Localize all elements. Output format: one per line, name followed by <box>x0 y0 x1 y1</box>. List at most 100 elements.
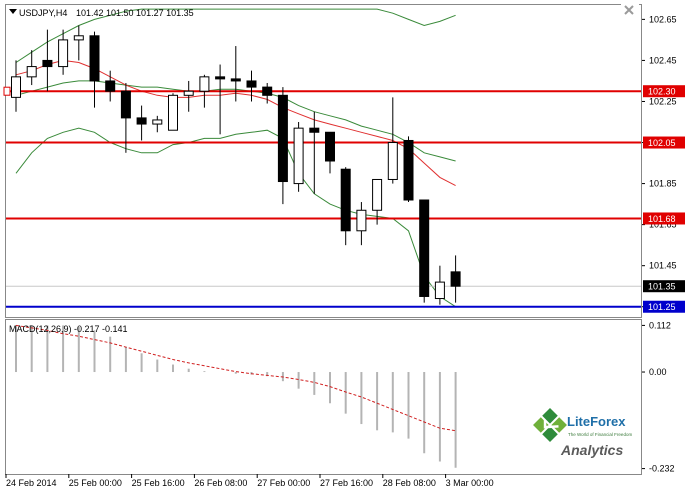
chart-close-icon[interactable] <box>621 4 639 16</box>
candle[interactable] <box>403 136 414 203</box>
price-tick-label: 102.45 <box>649 55 677 65</box>
candle[interactable] <box>434 265 445 305</box>
candle-body-bull <box>183 90 194 96</box>
level-price-tag: 102.30 <box>648 87 676 97</box>
time-tick-label: 28 Feb 08:00 <box>383 478 436 488</box>
candle[interactable] <box>293 122 304 192</box>
logo-brand: LiteForex <box>567 414 626 429</box>
macd-label: MACD(12,26,9) -0.217 -0.141 <box>9 324 128 334</box>
candle[interactable] <box>309 111 320 194</box>
candle[interactable] <box>450 255 461 303</box>
candle[interactable] <box>120 83 131 153</box>
candle[interactable] <box>340 167 351 246</box>
bollinger-lower-line <box>15 127 456 308</box>
candle-body-bear <box>230 78 241 82</box>
candle[interactable] <box>152 115 163 133</box>
candle-body-bear <box>136 117 147 125</box>
level-price-tag-bg <box>643 85 685 98</box>
current-price-tag-bg <box>643 280 685 293</box>
candle-body-bear <box>105 80 116 92</box>
bollinger-upper-line <box>15 8 456 63</box>
time-tick-label: 27 Feb 16:00 <box>320 478 373 488</box>
candle-body-bear <box>42 59 53 68</box>
candle[interactable] <box>356 202 367 246</box>
candle-body-bear <box>325 131 335 162</box>
level-price-tag-bg <box>643 300 685 313</box>
logo-tagline: The World of Financial Freedom <box>568 432 632 437</box>
macd-tick-label: 0.00 <box>649 367 667 377</box>
price-tick-label: 101.85 <box>649 179 677 189</box>
candle-body-bear <box>450 271 461 287</box>
candle-body-bull <box>293 127 304 185</box>
macd-tick-label: -0.232 <box>649 464 675 474</box>
candle[interactable] <box>277 87 288 205</box>
time-tick-label: 27 Feb 00:00 <box>257 478 310 488</box>
candle-body-bear <box>120 90 131 119</box>
candle[interactable] <box>26 50 37 86</box>
logo-product: Analytics <box>560 442 623 458</box>
level-price-tag-bg <box>643 212 685 225</box>
candle-body-bear <box>403 139 414 201</box>
current-price-tag: 101.35 <box>648 282 676 292</box>
candle[interactable] <box>105 70 116 102</box>
candle-body-bear <box>277 94 288 183</box>
price-tick-label: 102.25 <box>649 96 677 106</box>
candle-body-bull <box>387 142 398 180</box>
candle[interactable] <box>136 105 147 141</box>
time-tick-label: 26 Feb 08:00 <box>194 478 247 488</box>
time-tick-label: 24 Feb 2014 <box>6 478 57 488</box>
candle[interactable] <box>11 60 21 112</box>
candle[interactable] <box>325 131 335 174</box>
candle-body-bull <box>168 94 178 131</box>
candle-body-bear <box>215 76 226 80</box>
candle[interactable] <box>168 93 178 131</box>
level-price-tag: 101.68 <box>648 214 676 224</box>
collapse-triangle-icon[interactable] <box>9 9 17 14</box>
macd-tick-label: 0.112 <box>649 320 671 330</box>
time-tick-label: 3 Mar 00:00 <box>446 478 494 488</box>
main-chart-frame <box>5 4 642 318</box>
macd-signal-line <box>15 324 456 432</box>
candle-body-bear <box>340 168 351 232</box>
candle[interactable] <box>246 70 257 102</box>
candle-body-bear <box>89 35 100 82</box>
candle[interactable] <box>58 29 69 75</box>
candle[interactable] <box>89 31 100 108</box>
candle-body-bull <box>434 281 445 300</box>
candle-body-bull <box>11 76 21 98</box>
level-price-tag-bg <box>643 136 685 149</box>
candle[interactable] <box>387 97 398 184</box>
ohlc-label: 101.42 101.50 101.27 101.35 <box>76 8 194 18</box>
candle[interactable] <box>215 64 226 135</box>
candle-body-bull <box>58 39 69 68</box>
candle[interactable] <box>230 46 241 102</box>
level-price-tag: 101.25 <box>648 302 676 312</box>
liteforex-logo: LiteForex The World of Financial Freedom… <box>531 403 639 466</box>
candle-body-bear <box>419 199 430 297</box>
time-tick-label: 25 Feb 16:00 <box>132 478 185 488</box>
price-tick-label: 101.45 <box>649 261 677 271</box>
candle[interactable] <box>183 80 194 112</box>
candle-body-bull <box>199 76 210 92</box>
price-tick-label: 101.65 <box>649 220 677 230</box>
candle[interactable] <box>262 83 273 104</box>
candle[interactable] <box>199 74 210 108</box>
candle[interactable] <box>42 29 53 92</box>
candle[interactable] <box>372 178 383 225</box>
level-price-tag: 102.05 <box>648 138 676 148</box>
candle[interactable] <box>73 25 84 61</box>
symbol-label: USDJPY,H4 <box>19 8 67 18</box>
candle-body-bull <box>73 35 84 41</box>
candle-body-bear <box>309 127 320 133</box>
price-tick-label: 102.65 <box>649 14 677 24</box>
time-tick-label: 25 Feb 00:00 <box>69 478 122 488</box>
candle-body-bull <box>356 209 367 232</box>
candle-body-bull <box>152 119 163 125</box>
candle-body-bull <box>372 178 383 211</box>
candle-body-bull <box>26 66 37 78</box>
level-handle-icon[interactable] <box>3 86 11 96</box>
candle[interactable] <box>419 199 430 303</box>
candle-body-bear <box>246 80 257 88</box>
candle-body-bear <box>262 86 273 96</box>
